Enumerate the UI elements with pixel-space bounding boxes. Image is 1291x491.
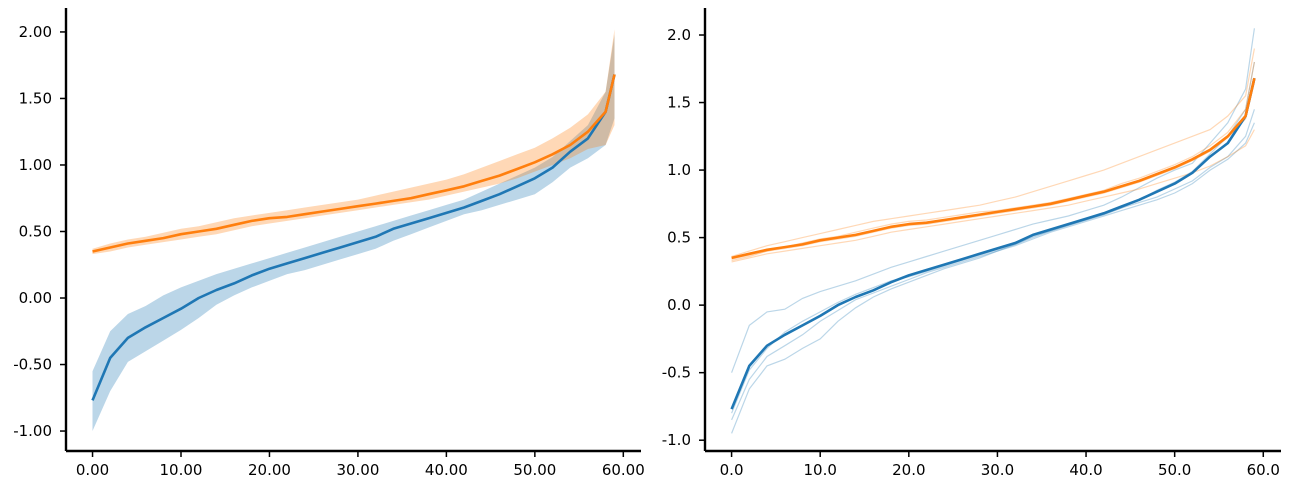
series-2-mean-line [731, 77, 1256, 260]
y-tick-label: 0.00 [19, 289, 52, 307]
chart-right-mean-with-individual-runs: 0.0 10.0 20.0 30.0 40.0 50.0 60.0 -1.0 -0.5 0.0 0.… [662, 8, 1281, 479]
x-tick-label: 30.0 [981, 461, 1014, 479]
y-tick-label: 2.0 [667, 26, 691, 44]
series-1-run-4 [731, 61, 1255, 414]
series-2-mean-line [92, 74, 616, 253]
series-2-run-2 [731, 129, 1255, 263]
series-1-mean-line [730, 77, 1256, 410]
x-tick-label: 60.00 [602, 461, 645, 479]
y-tick-label: 2.00 [19, 23, 52, 41]
x-tick-label: 10.00 [160, 461, 203, 479]
series-2-run-4 [731, 61, 1255, 262]
x-tick-label: 20.00 [248, 461, 291, 479]
x-tick-label: 40.00 [425, 461, 468, 479]
y-tick-label: -1.00 [13, 422, 52, 440]
y-tick-label: 0.50 [19, 222, 52, 240]
series-1-run-3 [731, 122, 1255, 421]
x-tick-label: 50.0 [1158, 461, 1191, 479]
y-tick-label: 1.50 [19, 89, 52, 107]
x-tick-label: 30.00 [336, 461, 379, 479]
x-tick-label: 50.00 [513, 461, 556, 479]
x-tick-label: 10.0 [803, 461, 836, 479]
y-tick-label: -1.0 [662, 431, 691, 449]
x-tick-label: 60.0 [1247, 461, 1280, 479]
y-tick-label: 1.5 [667, 94, 691, 112]
series-1-run-2 [731, 109, 1255, 434]
y-tick-label: -0.5 [662, 364, 691, 382]
y-tick-label: 1.00 [19, 156, 52, 174]
y-tick-label: 1.0 [667, 161, 691, 179]
y-tick-label: -0.50 [13, 356, 52, 374]
series-1-mean-line [91, 74, 616, 401]
x-tick-label: 40.0 [1069, 461, 1102, 479]
x-tick-label: 0.00 [76, 461, 109, 479]
x-tick-label: 20.0 [892, 461, 925, 479]
y-tick-label: 0.5 [667, 229, 691, 247]
chart-left-mean-with-shaded-band: 0.00 10.00 20.00 30.00 40.00 50.00 60.00 -1.00 -… [13, 8, 645, 479]
x-tick-label: 0.0 [720, 461, 744, 479]
y-tick-label: 0.0 [667, 296, 691, 314]
series-2-run-3 [731, 82, 1255, 260]
series-2-band [92, 29, 615, 255]
series-2-run-1 [731, 48, 1255, 258]
series-1-run-1 [731, 28, 1255, 373]
